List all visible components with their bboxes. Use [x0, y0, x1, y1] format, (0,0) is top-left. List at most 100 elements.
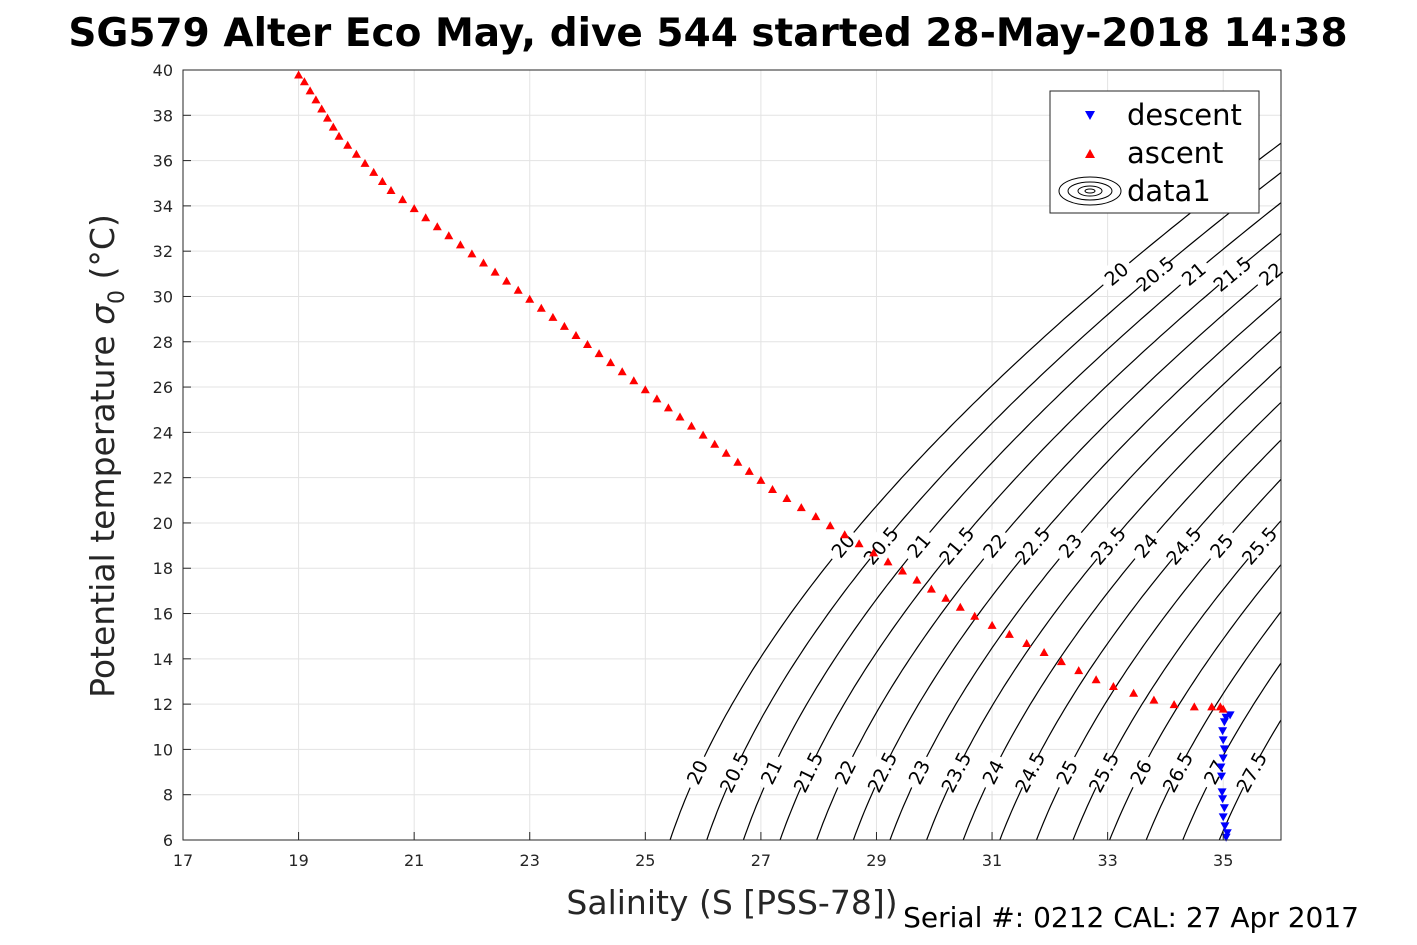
descent-marker — [1218, 813, 1228, 822]
contour-label-bg — [1122, 751, 1158, 792]
ascent-marker — [926, 584, 936, 593]
contour-label-bg — [974, 751, 1010, 792]
y-tick-label: 24 — [153, 423, 173, 442]
y-tick-label: 28 — [153, 333, 173, 352]
contour-label-bg — [715, 751, 751, 792]
contour-label-bg — [1201, 524, 1241, 565]
ascent-marker — [1108, 682, 1118, 690]
ascent-marker — [377, 177, 387, 185]
ascent-marker — [898, 566, 907, 575]
ascent-marker — [536, 303, 546, 312]
x-tick-label: 29 — [866, 851, 886, 870]
ascent-marker — [360, 158, 370, 167]
contour-line — [1145, 610, 1281, 840]
chart-title: SG579 Alter Eco May, dive 544 started 28… — [68, 11, 1347, 56]
ascent-marker — [513, 285, 523, 294]
ascent-marker — [1218, 704, 1228, 713]
ascent-marker — [733, 457, 743, 466]
contour-label-bg — [1195, 751, 1232, 792]
x-tick-label: 19 — [288, 851, 308, 870]
contour-label-bg — [863, 751, 899, 792]
ascent-marker — [1169, 700, 1179, 709]
ascent-marker — [432, 222, 442, 231]
contour-label-bg — [936, 524, 976, 566]
ascent-marker — [398, 195, 408, 204]
contour-line — [1072, 519, 1281, 840]
legend-contour-icon — [1058, 176, 1122, 206]
contour-line — [926, 365, 1281, 840]
ascent-marker — [571, 331, 581, 339]
contour-label-bg — [822, 524, 862, 566]
contour-label-bg — [1012, 524, 1052, 566]
ascent-marker — [675, 412, 685, 421]
descent-marker — [1218, 736, 1228, 745]
y-tick-label: 22 — [153, 469, 173, 488]
descent-marker — [1219, 804, 1229, 813]
ascent-marker — [1129, 688, 1139, 697]
contour-label-bg — [1163, 524, 1203, 566]
ascent-marker — [811, 512, 821, 521]
contour-label-bg — [1250, 253, 1291, 293]
ascent-marker — [479, 258, 488, 267]
ascent-marker — [294, 70, 304, 79]
ascent-marker — [1091, 675, 1101, 684]
ascent-marker — [768, 485, 777, 493]
contour-label-bg — [1172, 253, 1214, 293]
ascent-marker — [869, 548, 879, 557]
ascent-marker — [854, 539, 864, 548]
legend-data1-label: data1 — [1127, 174, 1211, 208]
descent-marker — [1225, 711, 1235, 720]
ascent-marker — [467, 249, 477, 258]
ascent-marker — [606, 358, 616, 367]
ascent-marker — [1022, 639, 1032, 647]
contour-label-bg — [1087, 524, 1127, 566]
y-tick-label: 26 — [153, 378, 173, 397]
x-tick-label: 27 — [751, 851, 771, 870]
contour-label-bg — [1232, 751, 1269, 792]
y-axis-label: Potential temperature σ0 (°C) — [83, 214, 130, 698]
ascent-marker — [663, 403, 673, 412]
ascent-marker — [323, 113, 332, 122]
contour-line — [962, 401, 1281, 840]
ascent-marker — [652, 394, 662, 403]
y-axis-ticks: 6 8 10 12 14 16 18 20 22 24 26 28 30 32 34 36 38 40 — [153, 61, 191, 850]
x-tick-label: 35 — [1213, 851, 1233, 870]
ascent-marker — [756, 475, 766, 484]
legend-box — [1049, 90, 1260, 214]
descent-marker — [1218, 795, 1228, 804]
x-tick-label: 31 — [982, 851, 1002, 870]
contour-label-bg — [678, 751, 714, 792]
contour-label-bg — [826, 751, 862, 792]
ascent-marker — [640, 385, 650, 394]
contour-label-bg — [1134, 253, 1175, 293]
calibration-footer: Serial #: 0212 CAL: 27 Apr 2017 — [903, 901, 1359, 934]
legend-ascent-marker — [1085, 149, 1095, 158]
ascent-marker — [299, 77, 309, 86]
y-tick-label: 30 — [153, 287, 173, 306]
descent-marker — [1221, 833, 1231, 842]
descent-marker — [1218, 727, 1228, 736]
legend: descent ascent data1 — [1049, 90, 1260, 214]
ascent-marker — [594, 349, 604, 358]
y-tick-label: 12 — [153, 695, 173, 714]
contour-label-bg — [1095, 253, 1136, 293]
y-tick-label: 8 — [163, 786, 173, 805]
y-tick-label: 34 — [153, 197, 173, 216]
ascent-marker — [525, 294, 535, 303]
contour-label-bg — [752, 751, 788, 792]
contour-line — [742, 201, 1281, 840]
axes-box — [182, 69, 1282, 841]
contour-label-bg — [789, 751, 825, 792]
contour-label-bg — [1085, 751, 1121, 792]
ascent-marker — [710, 439, 720, 448]
ascent-marker — [1056, 657, 1066, 666]
ascent-marker — [987, 620, 997, 629]
y-axis-label-unit: (°C) — [83, 214, 122, 290]
contour-label-bg — [1239, 524, 1279, 565]
ascent-marker — [1074, 666, 1084, 675]
ascent-marker — [1149, 695, 1159, 704]
ascent-marker — [617, 367, 627, 376]
y-tick-label: 10 — [153, 740, 173, 759]
y-tick-label: 14 — [153, 650, 173, 669]
